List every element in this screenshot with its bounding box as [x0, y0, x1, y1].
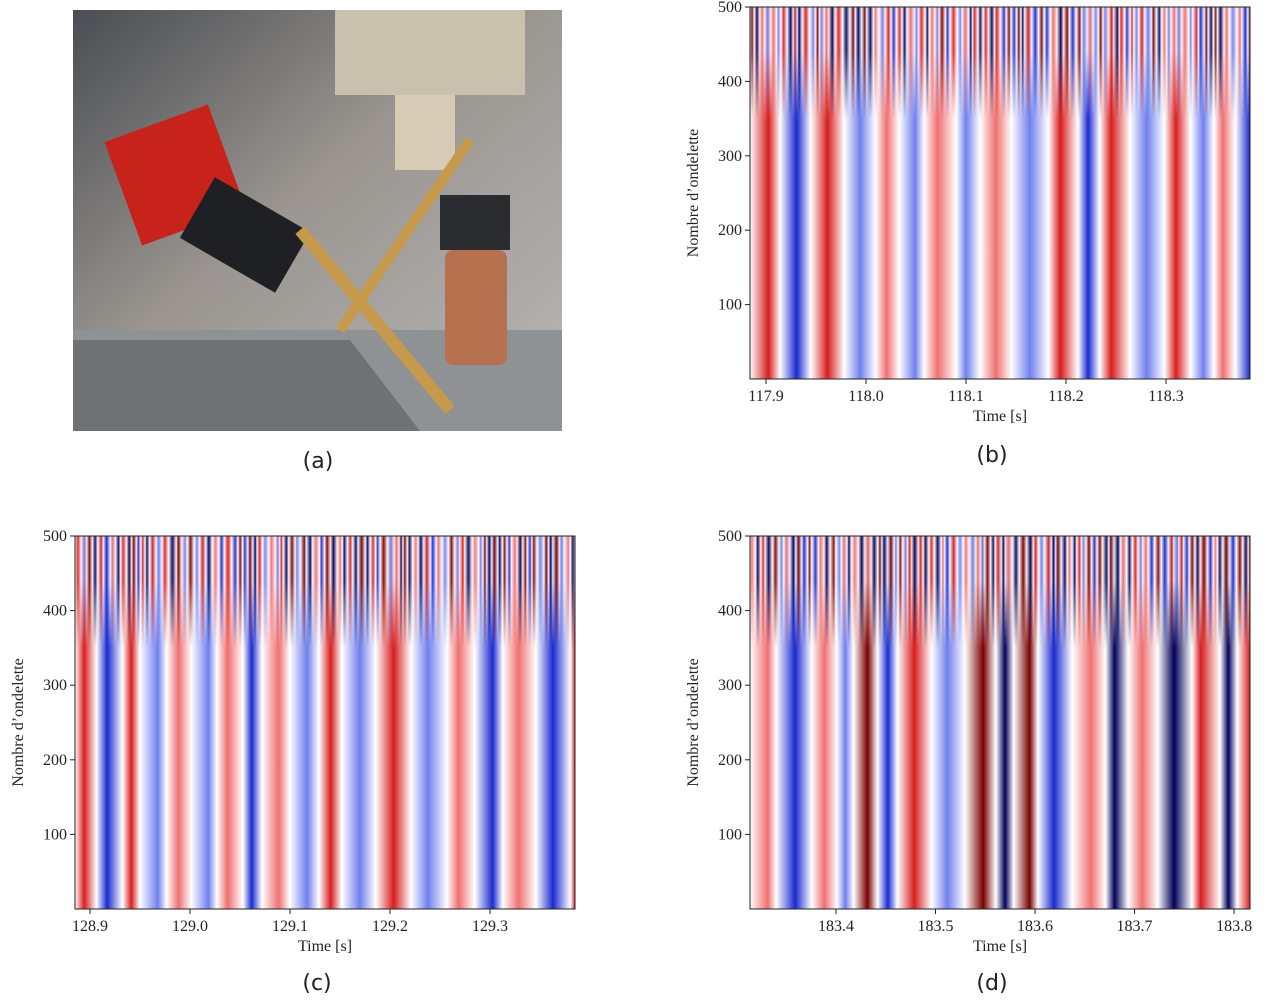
- photo-head: [335, 10, 525, 95]
- photo-block: [395, 95, 455, 170]
- y-tick-label: 400: [718, 603, 742, 620]
- x-tick-label: 183.7: [1117, 918, 1153, 935]
- y-tick-label: 500: [718, 0, 742, 16]
- caption: (c): [302, 971, 331, 996]
- x-tick-label: 118.2: [1048, 388, 1083, 405]
- photo-arm: [335, 137, 475, 333]
- x-axis-label: Time [s]: [973, 408, 1027, 425]
- photo-wire-guide: [295, 226, 455, 414]
- y-axis-label: Nombre d’ondelette: [685, 658, 702, 786]
- x-tick-label: 129.2: [372, 918, 408, 935]
- x-tick-label: 129.3: [472, 918, 508, 935]
- x-tick-label: 129.0: [172, 918, 208, 935]
- y-tick-label: 300: [718, 148, 742, 165]
- y-tick-label: 500: [43, 528, 67, 545]
- y-tick-label: 400: [718, 73, 742, 90]
- plot-frame: [749, 535, 1251, 910]
- y-tick-label: 300: [718, 677, 742, 694]
- x-tick-label: 128.9: [72, 918, 108, 935]
- x-tick-label: 129.1: [272, 918, 308, 935]
- y-tick-label: 100: [718, 826, 742, 843]
- x-tick-label: 118.1: [948, 388, 983, 405]
- y-tick-label: 400: [43, 603, 67, 620]
- caption: (b): [976, 443, 1007, 468]
- scalogram-fine-scale: [75, 536, 575, 909]
- scalogram-fine-scale: [750, 7, 1250, 379]
- y-tick-label: 300: [43, 677, 67, 694]
- y-axis-label: Nombre d’ondelette: [10, 658, 27, 786]
- x-tick-label: 183.8: [1216, 918, 1252, 935]
- caption: (d): [976, 971, 1007, 996]
- y-tick-label: 200: [43, 752, 67, 769]
- x-tick-label: 118.0: [848, 388, 883, 405]
- x-tick-label: 183.4: [818, 918, 854, 935]
- x-axis-label: Time [s]: [973, 938, 1027, 955]
- y-tick-label: 100: [43, 826, 67, 843]
- x-axis-label: Time [s]: [298, 938, 352, 955]
- y-tick-label: 200: [718, 752, 742, 769]
- photo: [73, 10, 562, 431]
- x-tick-label: 183.6: [1017, 918, 1053, 935]
- x-tick-label: 183.5: [918, 918, 954, 935]
- photo-nozzle: [445, 250, 507, 365]
- x-tick-label: 117.9: [748, 388, 783, 405]
- photo-lens: [179, 177, 311, 293]
- photo-torch-neck: [440, 195, 510, 250]
- x-tick-label: 118.3: [1148, 388, 1183, 405]
- photo-surface: [73, 340, 420, 431]
- y-tick-label: 500: [718, 528, 742, 545]
- scalogram-fine-scale: [750, 536, 1250, 909]
- y-tick-label: 100: [718, 297, 742, 314]
- caption: (a): [303, 449, 334, 474]
- plot-frame: [749, 6, 1251, 380]
- y-axis-label: Nombre d’ondelette: [685, 129, 702, 257]
- plot-frame: [74, 535, 576, 910]
- y-tick-label: 200: [718, 222, 742, 239]
